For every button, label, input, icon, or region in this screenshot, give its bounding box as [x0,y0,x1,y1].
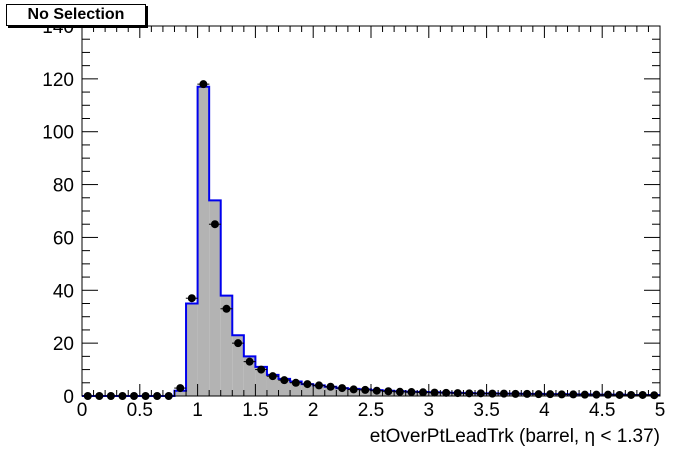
data-point [442,388,451,397]
histogram-bin [186,303,198,396]
data-point [257,365,266,374]
histogram-bin [209,200,221,396]
data-point [291,378,300,387]
data-point [534,390,543,399]
data-points-layer [81,80,661,400]
x-tick-label: 3 [424,400,435,421]
x-axis-title: etOverPtLeadTrk (barrel, η < 1.37) [370,426,660,447]
y-tick-label: 100 [42,123,74,144]
histogram-bin [232,335,244,396]
histogram-outline-layer [82,85,660,397]
x-tick-label: 4.5 [589,400,615,421]
data-point [361,385,370,394]
histogram-bin [243,356,256,396]
data-point [419,388,428,397]
data-point [557,390,566,399]
y-tick-label: 120 [42,70,74,91]
data-point [384,387,393,396]
data-point [580,390,589,399]
data-point [234,339,243,348]
x-tick-label: 4 [539,400,550,421]
data-point [187,294,196,303]
histogram-outline [82,85,660,397]
data-point [176,384,185,393]
data-point [511,389,520,398]
histogram-bin [266,374,279,396]
data-point [592,390,601,399]
data-point [280,376,289,385]
histogram-bin [290,381,302,396]
data-point [465,389,474,398]
data-point [268,372,277,381]
x-tick-label: 0 [77,400,88,421]
x-tick-label: 2.5 [358,400,384,421]
data-point [407,388,416,397]
histogram-bin [255,366,267,396]
x-tick-labels: 0 0.5 1 1.5 2 2.5 3 3.5 4 4.5 5 [77,400,666,421]
data-point [245,357,254,366]
x-tick-label: 1 [192,400,203,421]
data-point [314,381,323,390]
y-tick-label: 60 [53,228,74,249]
histogram-bin [324,386,337,396]
data-point [430,388,439,397]
x-tick-label: 0.5 [127,400,153,421]
x-tick-label: 2 [308,400,319,421]
data-point [349,385,358,394]
data-point [210,220,219,229]
data-point [650,391,659,400]
data-point [326,382,335,391]
histogram-bin [197,86,210,397]
histogram-bin [278,378,291,396]
y-tick-label: 40 [53,281,74,302]
data-point [476,389,485,398]
data-point [453,389,462,398]
histogram-bin [220,295,233,396]
data-point [603,390,612,399]
histogram-bin [174,390,187,396]
data-point [569,390,578,399]
no-selection-label: No Selection [6,4,146,26]
data-point [338,384,347,393]
y-tick-label: 80 [53,176,74,197]
histogram-bin [313,385,325,396]
y-tick-label: 20 [53,334,74,355]
data-point [627,390,636,399]
x-tick-label: 5 [655,400,666,421]
data-point [222,304,231,313]
data-point [638,390,647,399]
data-point [523,389,532,398]
data-point [546,390,555,399]
data-point [372,386,381,395]
data-point [615,390,624,399]
axis-ticks-layer [81,25,661,397]
x-tick-label: 3.5 [473,400,499,421]
histogram-fill-layer [174,86,660,397]
x-tick-label: 1.5 [242,400,268,421]
plot-frame [81,25,661,397]
data-point [199,80,208,89]
data-point [303,380,312,389]
y-tick-label: 0 [63,387,74,408]
histogram-bin [301,384,314,396]
data-point [395,387,404,396]
